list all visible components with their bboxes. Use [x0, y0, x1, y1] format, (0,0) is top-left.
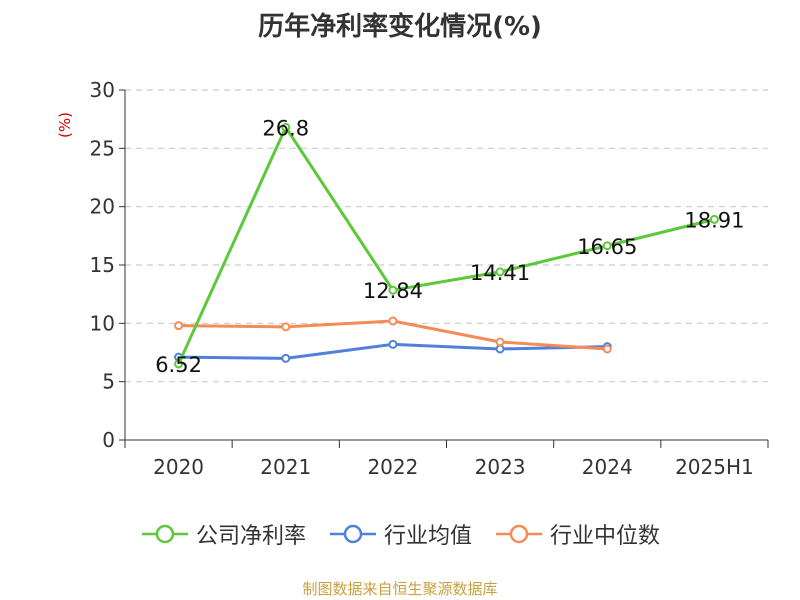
- legend-line-circle-icon: [141, 524, 188, 544]
- legend-label: 行业均值: [383, 524, 472, 549]
- x-tick-label: 2024: [582, 455, 633, 479]
- data-point: [709, 214, 719, 224]
- legend-label: 公司净利率: [195, 524, 306, 549]
- data-point: [388, 316, 398, 326]
- data-label: 18.91: [684, 208, 744, 232]
- legend-label: 行业中位数: [550, 524, 661, 549]
- axes: 0 5 10 15 20 25 30 (%) 2020 2021 2022 2023 2024 2025H…: [56, 78, 769, 479]
- legend-line-circle-icon: [329, 524, 376, 544]
- data-point: [388, 285, 398, 295]
- legend-item[interactable]: 行业中位数: [494, 518, 660, 550]
- grid-lines: [125, 89, 768, 383]
- x-tick-label: 2020: [153, 455, 204, 479]
- y-tick-label: 10: [90, 311, 115, 335]
- data-point: [495, 337, 505, 347]
- data-label: 14.41: [470, 261, 530, 285]
- y-axis-label: (%): [56, 112, 74, 138]
- data-point: [495, 267, 505, 277]
- data-point: [281, 122, 291, 132]
- legend: 公司净利率 行业均值 行业中位数: [0, 518, 800, 550]
- data-label: 16.65: [577, 235, 637, 259]
- source-note: 制图数据来自恒生聚源数据库: [302, 580, 498, 598]
- data-point: [281, 353, 291, 363]
- x-tick-label: 2022: [367, 455, 418, 479]
- data-point: [602, 344, 612, 354]
- data-label: 12.84: [363, 279, 423, 303]
- data-label: 6.52: [155, 353, 202, 377]
- legend-item[interactable]: 公司净利率: [140, 518, 306, 550]
- y-tick-label: 20: [90, 195, 115, 219]
- data-point: [281, 322, 291, 332]
- data-point: [174, 359, 184, 369]
- data-labels: 6.52 26.8 12.84 14.41 16.65 18.91: [155, 116, 744, 377]
- chart-title: 历年净利率变化情况(%): [258, 12, 542, 42]
- legend-line-circle-icon: [496, 524, 542, 544]
- x-tick-label: 2023: [475, 455, 526, 479]
- series-line: [177, 125, 715, 365]
- data-point: [174, 321, 184, 331]
- legend-item[interactable]: 行业均值: [328, 518, 472, 550]
- data-label: 26.8: [262, 116, 309, 140]
- y-tick-label: 15: [90, 253, 115, 277]
- x-tick-label: 2021: [260, 455, 311, 479]
- x-tick-label: 2025H1: [675, 455, 754, 479]
- y-tick-label: 25: [90, 136, 115, 160]
- series-lines: [174, 122, 719, 369]
- y-tick-label: 30: [90, 78, 115, 102]
- y-tick-label: 5: [102, 370, 115, 394]
- data-point: [495, 344, 505, 354]
- data-point: [388, 339, 398, 349]
- data-point: [602, 241, 612, 251]
- y-tick-label: 0: [102, 428, 115, 452]
